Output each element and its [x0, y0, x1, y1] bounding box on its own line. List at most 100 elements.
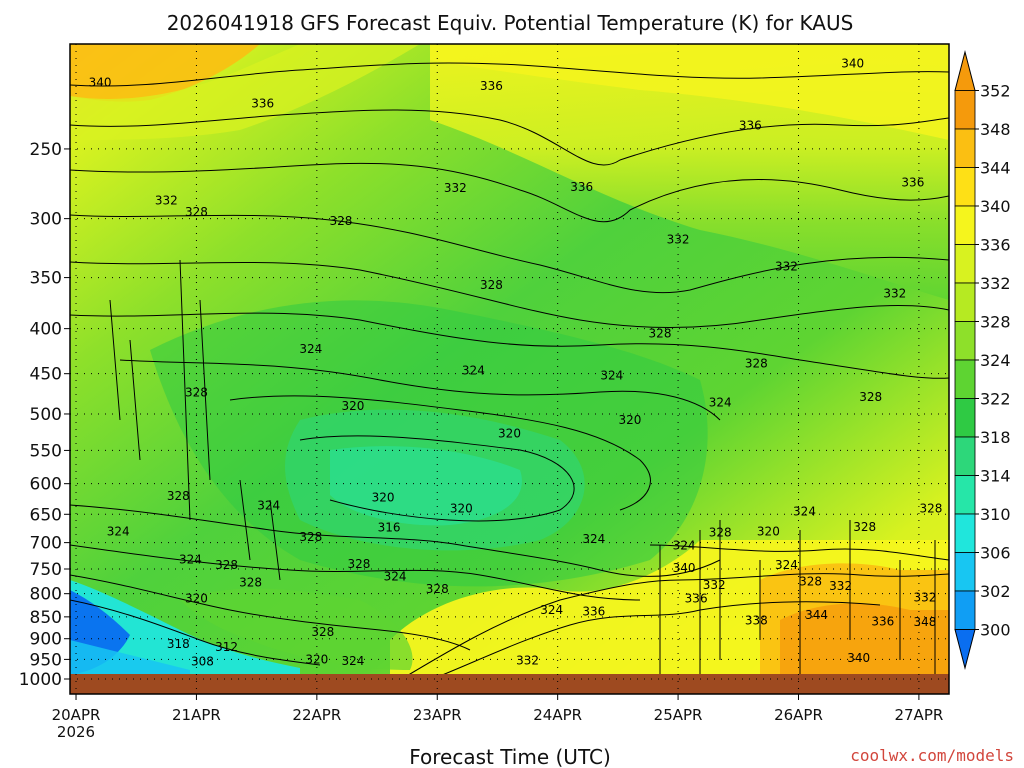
colorbar-segment [954, 90, 976, 130]
contour-label: 340 [847, 651, 870, 665]
y-tick-label: 800 [30, 585, 62, 605]
contour-label: 328 [426, 582, 449, 596]
colorbar-label: 324 [980, 351, 1011, 370]
y-tick-label: 750 [30, 560, 62, 580]
contour-label: 328 [853, 520, 876, 534]
colorbar-label: 328 [980, 313, 1011, 332]
y-tick-label: 400 [30, 320, 62, 340]
field-mid-teal [330, 446, 522, 526]
x-tick-label: 20APR [52, 706, 101, 724]
contour-line [70, 599, 321, 666]
y-tick-label: 650 [30, 505, 62, 525]
contour-label: 328 [649, 326, 672, 340]
colorbar-segment [954, 398, 976, 438]
contour-label: 324 [179, 553, 202, 567]
contour-lines [70, 62, 949, 690]
contour-line [659, 520, 936, 690]
contour-label: 338 [745, 613, 768, 627]
colorbar-segment [954, 436, 976, 476]
contour-line [649, 544, 949, 561]
colorbar-segment [954, 205, 976, 245]
colorbar-top-arrow [954, 50, 976, 91]
contour-label: 328 [480, 278, 503, 292]
contour-label: 328 [299, 530, 322, 544]
contour-label: 324 [775, 558, 798, 572]
contour-label: 332 [775, 260, 798, 274]
contour-label: 320 [757, 525, 780, 539]
contour-label: 324 [299, 342, 322, 356]
contour-line [229, 395, 651, 511]
field-bottom-deep-orange [780, 603, 949, 694]
contour-label: 344 [805, 608, 828, 622]
contour-line [70, 162, 949, 223]
x-tick-label: 27APR [894, 706, 943, 724]
contour-label: 328 [859, 390, 882, 404]
colorbar-label: 340 [980, 197, 1011, 216]
contour-label: 340 [89, 75, 112, 89]
contour-label: 316 [378, 521, 401, 535]
contour-label: 340 [841, 57, 864, 71]
y-tick-label: 350 [30, 269, 62, 289]
contour-label: 336 [685, 591, 708, 605]
contour-label: 324 [257, 498, 280, 512]
colorbar-segment [954, 513, 976, 553]
contour-label: 336 [739, 118, 762, 132]
contour-label: 324 [709, 395, 732, 409]
y-tick-label: 300 [30, 210, 62, 230]
contour-line [70, 574, 471, 651]
colorbar-label: 332 [980, 274, 1011, 293]
contour-label: 328 [745, 356, 768, 370]
contour-label: 336 [901, 176, 924, 190]
y-tick-label: 950 [30, 650, 62, 670]
colorbar-label: 336 [980, 236, 1011, 255]
colorbar-segment [954, 244, 976, 284]
contour-label: 332 [883, 287, 906, 301]
contour-label: 328 [919, 501, 942, 515]
contour-line [70, 312, 949, 379]
y-tick-label: 1000 [19, 670, 62, 690]
contour-label: 324 [540, 603, 563, 617]
contour-label: 336 [570, 180, 593, 194]
contour-line [70, 261, 949, 328]
field-top-orange [70, 44, 260, 102]
contour-line [70, 109, 949, 166]
y-tick-label: 550 [30, 441, 62, 461]
contour-line [70, 504, 721, 577]
colorbar-label: 352 [980, 82, 1011, 101]
contour-label: 320 [498, 426, 521, 440]
colorbar-label: 322 [980, 390, 1011, 409]
contour-line [429, 601, 881, 681]
colorbar-segment [954, 590, 976, 630]
field-lower-green [180, 588, 413, 670]
colorbar-label: 300 [980, 621, 1011, 640]
contour-label: 324 [582, 532, 605, 546]
x-tick-label: 23APR [413, 706, 462, 724]
contour-label: 328 [709, 526, 732, 540]
ground-strip [70, 674, 949, 694]
contour-label: 308 [191, 654, 214, 668]
contour-line [119, 359, 721, 421]
contour-label: 336 [251, 97, 274, 111]
contour-label: 328 [185, 386, 208, 400]
colorbar-segment [954, 552, 976, 592]
contour-label: 332 [516, 654, 539, 668]
contour-line [299, 435, 575, 522]
x-tick-label: 24APR [533, 706, 582, 724]
contour-label: 320 [305, 652, 328, 666]
contour-label: 324 [462, 363, 485, 377]
contour-label: 332 [444, 181, 467, 195]
y-tick-label: 250 [30, 140, 62, 160]
contour-label: 328 [799, 575, 822, 589]
contour-label: 328 [348, 557, 371, 571]
x-tick-label: 26APR [774, 706, 823, 724]
contour-label: 320 [185, 591, 208, 605]
contour-label: 328 [239, 576, 262, 590]
colorbar-label: 348 [980, 120, 1011, 139]
y-tick-label: 500 [30, 405, 62, 425]
contour-label: 328 [215, 558, 238, 572]
contour-label: 340 [673, 561, 696, 575]
y-tick-label: 450 [30, 365, 62, 385]
